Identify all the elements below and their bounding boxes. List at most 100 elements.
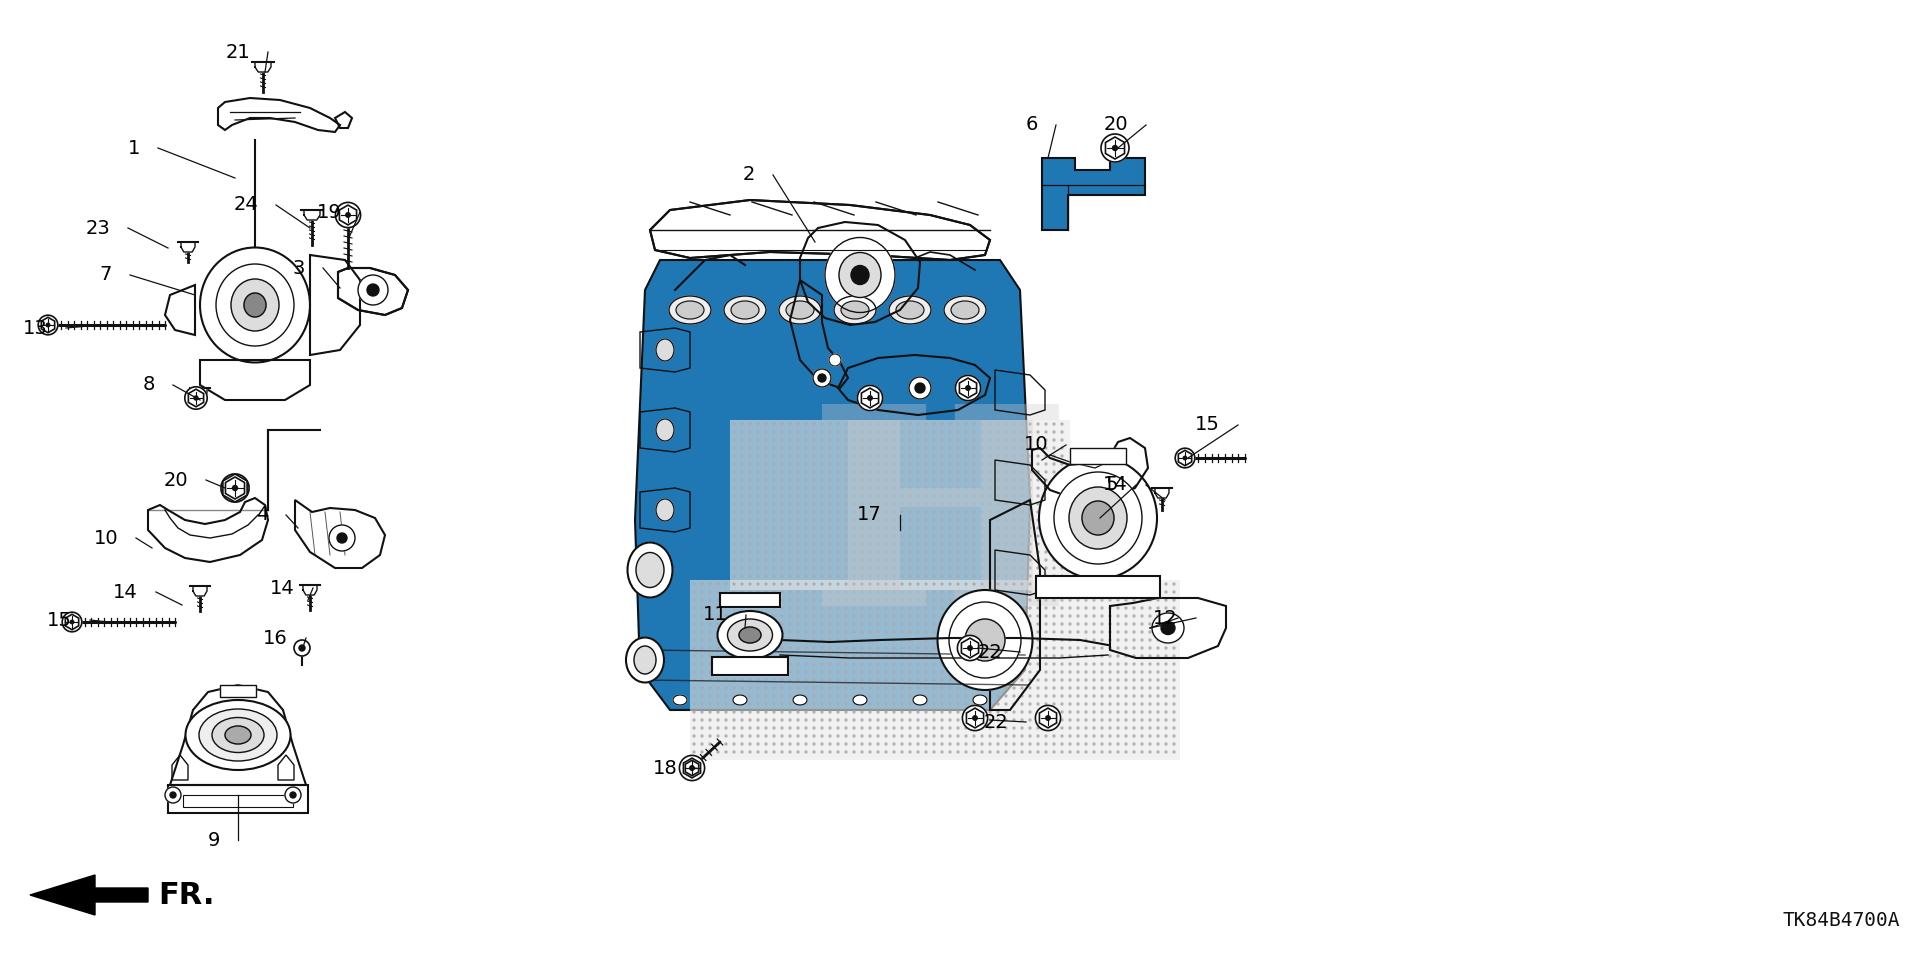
Ellipse shape bbox=[741, 647, 743, 649]
Ellipse shape bbox=[1029, 583, 1031, 585]
Ellipse shape bbox=[1092, 607, 1094, 609]
Ellipse shape bbox=[870, 591, 872, 593]
Ellipse shape bbox=[733, 743, 735, 745]
Ellipse shape bbox=[1148, 607, 1150, 609]
Ellipse shape bbox=[908, 487, 910, 489]
Ellipse shape bbox=[981, 463, 983, 465]
Ellipse shape bbox=[1014, 583, 1016, 585]
Ellipse shape bbox=[989, 423, 991, 425]
Ellipse shape bbox=[774, 479, 776, 481]
Ellipse shape bbox=[885, 679, 887, 681]
Ellipse shape bbox=[781, 751, 783, 753]
Ellipse shape bbox=[829, 583, 831, 585]
Ellipse shape bbox=[733, 575, 735, 577]
Ellipse shape bbox=[908, 735, 910, 737]
Ellipse shape bbox=[822, 711, 824, 713]
Ellipse shape bbox=[933, 495, 935, 497]
Ellipse shape bbox=[290, 792, 296, 798]
Ellipse shape bbox=[981, 655, 983, 657]
Ellipse shape bbox=[941, 583, 943, 585]
Ellipse shape bbox=[749, 463, 751, 465]
Ellipse shape bbox=[789, 479, 791, 481]
Ellipse shape bbox=[973, 655, 975, 657]
Polygon shape bbox=[194, 388, 207, 398]
Ellipse shape bbox=[1052, 711, 1054, 713]
Ellipse shape bbox=[885, 671, 887, 673]
Ellipse shape bbox=[973, 679, 975, 681]
Ellipse shape bbox=[900, 615, 902, 617]
Ellipse shape bbox=[1092, 655, 1094, 657]
Ellipse shape bbox=[933, 519, 935, 521]
Ellipse shape bbox=[870, 447, 872, 449]
Ellipse shape bbox=[860, 639, 862, 641]
Ellipse shape bbox=[837, 639, 839, 641]
Ellipse shape bbox=[804, 591, 806, 593]
Ellipse shape bbox=[941, 639, 943, 641]
Ellipse shape bbox=[877, 687, 879, 689]
Ellipse shape bbox=[885, 695, 887, 697]
Ellipse shape bbox=[852, 663, 854, 665]
Ellipse shape bbox=[1029, 583, 1031, 585]
Ellipse shape bbox=[749, 631, 751, 633]
Ellipse shape bbox=[908, 455, 910, 457]
Ellipse shape bbox=[837, 559, 839, 561]
Ellipse shape bbox=[893, 647, 895, 649]
Ellipse shape bbox=[973, 663, 975, 665]
Ellipse shape bbox=[1044, 599, 1046, 601]
Ellipse shape bbox=[852, 599, 854, 601]
Ellipse shape bbox=[981, 735, 983, 737]
Ellipse shape bbox=[829, 687, 831, 689]
Ellipse shape bbox=[893, 455, 895, 457]
Ellipse shape bbox=[918, 671, 920, 673]
Ellipse shape bbox=[822, 663, 824, 665]
Ellipse shape bbox=[989, 455, 991, 457]
Ellipse shape bbox=[893, 511, 895, 513]
Ellipse shape bbox=[726, 695, 728, 697]
Ellipse shape bbox=[941, 671, 943, 673]
Ellipse shape bbox=[728, 619, 772, 651]
Ellipse shape bbox=[716, 711, 718, 713]
Ellipse shape bbox=[948, 463, 950, 465]
Ellipse shape bbox=[956, 583, 958, 585]
Ellipse shape bbox=[837, 527, 839, 529]
Ellipse shape bbox=[1173, 727, 1175, 729]
Ellipse shape bbox=[781, 735, 783, 737]
Ellipse shape bbox=[1133, 743, 1135, 745]
Ellipse shape bbox=[989, 711, 991, 713]
Ellipse shape bbox=[918, 583, 920, 585]
Ellipse shape bbox=[1133, 647, 1135, 649]
Ellipse shape bbox=[918, 719, 920, 721]
Ellipse shape bbox=[764, 703, 766, 705]
Ellipse shape bbox=[1158, 711, 1160, 713]
Ellipse shape bbox=[852, 447, 854, 449]
Ellipse shape bbox=[1125, 727, 1127, 729]
Ellipse shape bbox=[1062, 543, 1064, 545]
Ellipse shape bbox=[918, 439, 920, 441]
Ellipse shape bbox=[774, 679, 776, 681]
Ellipse shape bbox=[1100, 639, 1102, 641]
Ellipse shape bbox=[941, 479, 943, 481]
Ellipse shape bbox=[885, 743, 887, 745]
Ellipse shape bbox=[1173, 591, 1175, 593]
Ellipse shape bbox=[1004, 607, 1006, 609]
Ellipse shape bbox=[171, 792, 177, 798]
Ellipse shape bbox=[829, 743, 831, 745]
Ellipse shape bbox=[726, 639, 728, 641]
Ellipse shape bbox=[845, 431, 847, 433]
Ellipse shape bbox=[1037, 663, 1039, 665]
Ellipse shape bbox=[1004, 639, 1006, 641]
Ellipse shape bbox=[918, 679, 920, 681]
Ellipse shape bbox=[1044, 679, 1046, 681]
Ellipse shape bbox=[1029, 575, 1031, 577]
Ellipse shape bbox=[956, 575, 958, 577]
Ellipse shape bbox=[1037, 559, 1039, 561]
Ellipse shape bbox=[726, 591, 728, 593]
Ellipse shape bbox=[1004, 511, 1006, 513]
Ellipse shape bbox=[1052, 551, 1054, 553]
Bar bbox=[712, 657, 787, 675]
Ellipse shape bbox=[1052, 599, 1054, 601]
Ellipse shape bbox=[804, 567, 806, 569]
Ellipse shape bbox=[797, 719, 799, 721]
Ellipse shape bbox=[1021, 431, 1023, 433]
Ellipse shape bbox=[1062, 431, 1064, 433]
